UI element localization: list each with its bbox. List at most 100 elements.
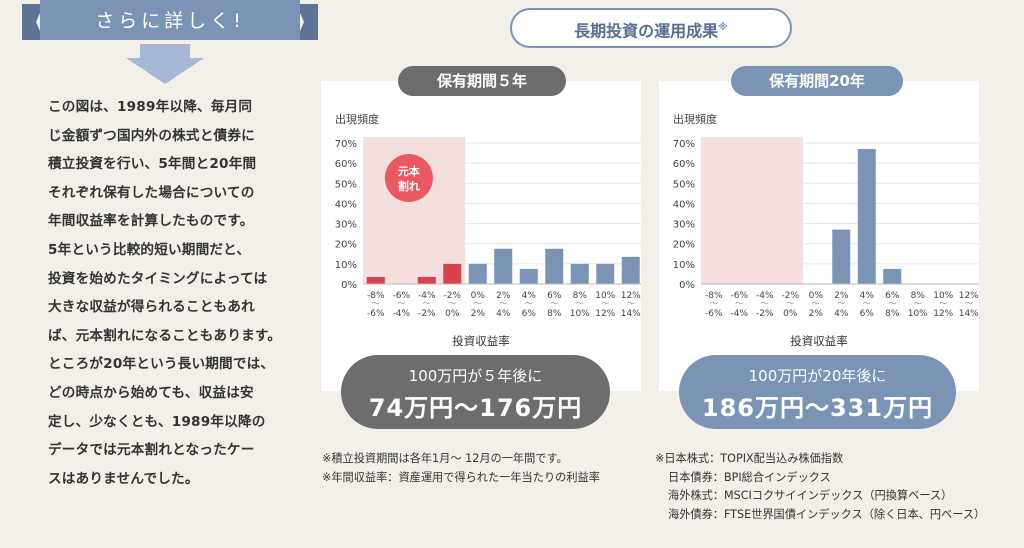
x-tick-label: -6% bbox=[705, 309, 723, 319]
y-tick-label: 40% bbox=[673, 199, 695, 210]
x-tick-label: 0% bbox=[783, 309, 798, 319]
description-line: 投資を始めたタイミングによっては bbox=[48, 270, 268, 287]
x-tick-label: -4% bbox=[730, 309, 748, 319]
x-tick-label: -2% bbox=[443, 291, 461, 301]
bar bbox=[857, 149, 876, 284]
x-tick-separator: 〜 bbox=[499, 299, 507, 308]
x-tick-label: 12% bbox=[959, 291, 979, 301]
x-axis-title: 投資収益率 bbox=[790, 334, 848, 348]
x-tick-label: -4% bbox=[756, 291, 774, 301]
x-tick-label: 0% bbox=[471, 291, 486, 301]
y-tick-label: 50% bbox=[335, 179, 357, 190]
x-tick-label: 12% bbox=[621, 291, 641, 301]
ribbon-shape bbox=[22, 0, 318, 40]
y-tick-label: 50% bbox=[673, 179, 695, 190]
x-tick-separator: 〜 bbox=[550, 299, 558, 308]
x-tick-label: 8% bbox=[885, 309, 900, 319]
description-line: どの時点から始めても、収益は安 bbox=[48, 384, 254, 401]
footnotes-left: ※積立投資期間は各年1月〜 12月の一年間です。 ※年間収益率：資産運用で得られ… bbox=[322, 450, 600, 487]
x-tick-label: 8% bbox=[911, 291, 926, 301]
chart-panel-5y: 出現頻度 0% 10% 20% 30% 40% 50% 60% 70% -8% 〜 -6% -6% 〜 -… bbox=[321, 81, 641, 391]
bar bbox=[621, 256, 640, 284]
x-tick-label: -2% bbox=[756, 309, 774, 319]
x-tick-separator: 〜 bbox=[786, 299, 794, 308]
x-tick-label: 12% bbox=[595, 309, 615, 319]
x-tick-label: 4% bbox=[496, 309, 511, 319]
footnote: ※年間収益率：資産運用で得られた一年当たりの利益率 bbox=[322, 470, 600, 484]
x-tick-separator: 〜 bbox=[576, 299, 584, 308]
y-axis-title: 出現頻度 bbox=[335, 113, 379, 126]
histogram-5y: 0%10%20%30%40%50%60%70%-8%〜-6%-6%〜-4%-4%… bbox=[335, 137, 641, 319]
main-title: 長期投資の運用成果※ bbox=[510, 8, 792, 48]
y-tick-label: 0% bbox=[341, 280, 357, 291]
x-tick-separator: 〜 bbox=[914, 299, 922, 308]
y-tick-label: 20% bbox=[673, 240, 695, 251]
loss-region bbox=[701, 137, 803, 284]
y-tick-label: 0% bbox=[679, 280, 695, 291]
x-tick-separator: 〜 bbox=[735, 299, 743, 308]
x-tick-label: -6% bbox=[392, 291, 410, 301]
x-tick-label: 10% bbox=[595, 291, 615, 301]
bar bbox=[519, 268, 538, 284]
footnote: 日本債券：BPI総合インデックス bbox=[668, 470, 831, 484]
footnotes-right: ※日本株式：TOPIX配当込み株価指数 日本債券：BPI総合インデックス 海外株… bbox=[655, 450, 985, 524]
chart-panel-20y: 出現頻度 0% 10% 20% 30% 40% 50% 60% 70% -8% 〜 -6% -6% 〜 -… bbox=[659, 81, 979, 391]
histogram-20y: 0%10%20%30%40%50%60%70%-8%〜-6%-6%〜-4%-4%… bbox=[673, 137, 979, 319]
bar bbox=[417, 276, 436, 284]
x-tick-separator: 〜 bbox=[888, 299, 896, 308]
x-tick-label: 10% bbox=[908, 309, 928, 319]
loss-badge bbox=[384, 154, 433, 202]
description-line: じ金額ずつ国内外の株式と債券に bbox=[48, 127, 255, 144]
x-tick-separator: 〜 bbox=[423, 299, 431, 308]
bar bbox=[545, 248, 564, 284]
x-tick-label: 2% bbox=[809, 309, 824, 319]
description-line: 大きな収益が得られることもあれ bbox=[48, 299, 255, 316]
main-title-text: 長期投資の運用成果 bbox=[574, 21, 719, 41]
result-20y: 100万円が20年後に 186万円〜331万円 bbox=[679, 355, 956, 429]
footnote: ※日本株式：TOPIX配当込み株価指数 bbox=[655, 452, 844, 465]
x-tick-label: 8% bbox=[573, 291, 588, 301]
description-line: ところが20年という長い期間では、 bbox=[48, 356, 275, 373]
x-tick-label: -2% bbox=[781, 291, 799, 301]
x-tick-label: -4% bbox=[418, 291, 436, 301]
x-tick-separator: 〜 bbox=[525, 299, 533, 308]
y-tick-label: 60% bbox=[335, 159, 357, 170]
bar bbox=[468, 263, 487, 284]
x-tick-separator: 〜 bbox=[761, 299, 769, 308]
description-line: ば、元本割れになることもあります。 bbox=[48, 327, 282, 344]
description-line: この図は、1989年以降、毎月同 bbox=[48, 99, 253, 115]
x-tick-separator: 〜 bbox=[710, 299, 718, 308]
x-tick-label: 6% bbox=[860, 309, 875, 319]
loss-badge-label: 元本 bbox=[398, 164, 420, 178]
ribbon-label: さらに詳しく! bbox=[95, 10, 245, 32]
description-text: この図は、1989年以降、毎月同 じ金額ずつ国内外の株式と債券に 積立投資を行い… bbox=[48, 93, 310, 493]
x-tick-label: -8% bbox=[367, 291, 385, 301]
description-line: 定し、少なくとも、1989年以降の bbox=[48, 413, 266, 430]
description-line: それぞれ保有した場合についての bbox=[48, 184, 255, 201]
result-5y: 100万円が５年後に 74万円〜176万円 bbox=[341, 355, 610, 429]
bar bbox=[443, 263, 462, 284]
x-tick-label: 14% bbox=[959, 309, 979, 319]
bar bbox=[494, 248, 513, 284]
x-tick-separator: 〜 bbox=[397, 299, 405, 308]
x-tick-separator: 〜 bbox=[939, 299, 947, 308]
x-tick-separator: 〜 bbox=[372, 299, 380, 308]
y-tick-label: 10% bbox=[673, 260, 695, 271]
footnote: 海外債券：FTSE世界国債インデックス（除く日本、円ベース） bbox=[668, 507, 986, 521]
x-tick-label: -4% bbox=[392, 309, 410, 319]
x-tick-label: 2% bbox=[471, 309, 486, 319]
x-tick-label: 4% bbox=[860, 291, 875, 301]
x-tick-separator: 〜 bbox=[812, 299, 820, 308]
result-20y-range: 186万円〜331万円 bbox=[701, 394, 934, 422]
x-tick-label: 6% bbox=[547, 291, 562, 301]
bar bbox=[570, 263, 589, 284]
bar bbox=[883, 268, 902, 284]
x-tick-label: -6% bbox=[367, 309, 385, 319]
description-line: 5年という比較的短い期間だと、 bbox=[48, 241, 251, 258]
y-tick-label: 20% bbox=[335, 240, 357, 251]
main-title-mark: ※ bbox=[718, 22, 728, 33]
x-tick-label: 2% bbox=[496, 291, 511, 301]
x-tick-label: -6% bbox=[730, 291, 748, 301]
y-tick-label: 70% bbox=[673, 139, 695, 150]
